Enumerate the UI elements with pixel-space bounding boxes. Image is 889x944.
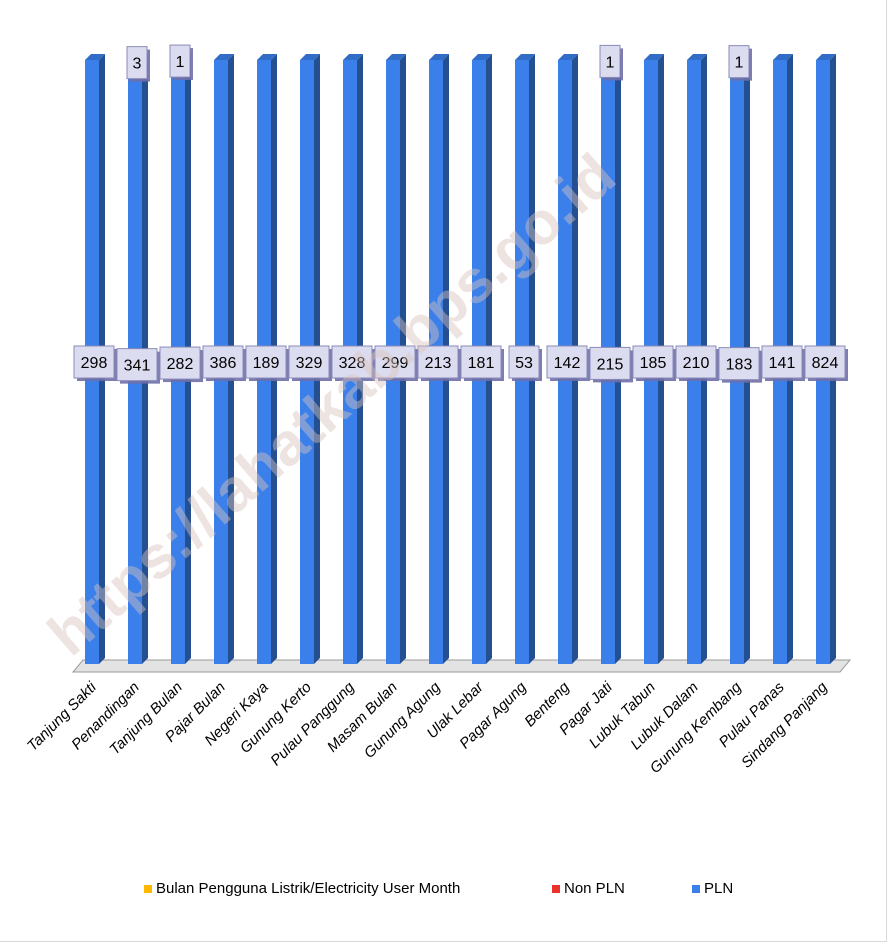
- data-label-box-6-0: [331, 345, 373, 379]
- legend-item-pln: PLN: [692, 880, 733, 897]
- data-label-box-1-1: [126, 46, 148, 80]
- data-label-box-15-0: [718, 347, 760, 381]
- data-label-text-14-0: 210: [683, 355, 710, 372]
- bar-top-6: [343, 54, 363, 60]
- data-label-box-3-0: [202, 345, 244, 379]
- data-label-4-0: 189: [245, 345, 289, 381]
- data-label-box-1-0: [116, 348, 158, 382]
- data-label-13-0: 185: [632, 345, 676, 381]
- data-label-17-0: 824: [804, 345, 848, 381]
- data-label-box-0-0: [73, 345, 115, 379]
- data-label-2-0: 282: [159, 346, 203, 383]
- data-label-text-2-1: 1: [176, 54, 185, 71]
- data-label-11-0: 142: [546, 345, 590, 381]
- bar-top-10: [515, 54, 535, 60]
- data-label-text-15-1: 1: [735, 55, 744, 72]
- bar-top-3: [214, 54, 234, 60]
- data-label-text-4-0: 189: [253, 355, 280, 372]
- data-label-15-0: 183: [718, 347, 762, 383]
- data-label-text-1-1: 3: [133, 56, 142, 73]
- data-label-box-13-0: [632, 345, 674, 379]
- data-label-text-17-0: 824: [812, 355, 839, 372]
- bar-top-8: [429, 54, 449, 60]
- data-label-box-15-1: [728, 45, 750, 79]
- data-label-text-16-0: 141: [769, 355, 796, 372]
- data-label-16-0: 141: [761, 345, 805, 381]
- data-label-text-13-0: 185: [640, 355, 667, 372]
- data-label-box-8-0: [417, 345, 459, 379]
- data-label-8-0: 213: [417, 345, 461, 381]
- data-label-box-4-0: [245, 345, 287, 379]
- legend-swatch-bulan: [144, 884, 152, 893]
- data-label-10-0: 53: [508, 345, 542, 381]
- data-label-box-12-0: [589, 346, 631, 380]
- data-label-9-0: 181: [460, 345, 504, 381]
- data-label-text-7-0: 299: [382, 355, 409, 372]
- bar-top-11: [558, 54, 578, 60]
- legend-label-bulan: Bulan Pengguna Listrik/Electricity User …: [156, 880, 461, 897]
- bar-top-13: [644, 54, 664, 60]
- legend: Bulan Pengguna Listrik/Electricity User …: [0, 880, 889, 904]
- legend-item-non-pln: Non PLN: [552, 880, 625, 897]
- bar-top-0: [85, 54, 105, 60]
- category-label-8: Gunung Agung: [361, 678, 444, 761]
- bar-top-4: [257, 54, 277, 60]
- data-label-7-0: 299: [374, 345, 418, 381]
- data-label-text-11-0: 142: [554, 355, 581, 372]
- data-label-text-15-0: 183: [726, 357, 753, 374]
- data-label-box-5-0: [288, 345, 330, 379]
- bar-top-7: [386, 54, 406, 60]
- legend-label-pln: PLN: [704, 880, 734, 897]
- data-label-text-5-0: 329: [296, 355, 323, 372]
- data-label-0-0: 298: [73, 345, 117, 381]
- data-label-box-11-0: [546, 345, 588, 379]
- data-label-text-0-0: 298: [81, 355, 108, 372]
- data-label-2-1: 1: [169, 44, 193, 81]
- data-label-12-1: 1: [599, 44, 623, 81]
- data-label-text-12-0: 215: [597, 356, 624, 373]
- data-label-text-3-0: 386: [210, 355, 237, 372]
- data-label-box-17-0: [804, 345, 846, 379]
- data-label-box-9-0: [460, 345, 502, 379]
- legend-swatch-non-pln: [552, 884, 560, 893]
- data-label-box-2-1: [169, 44, 191, 78]
- data-label-box-7-0: [374, 345, 416, 379]
- data-label-text-10-0: 53: [515, 355, 533, 372]
- data-label-box-12-1: [599, 44, 621, 78]
- data-label-5-0: 329: [288, 345, 332, 381]
- bar-top-14: [687, 54, 707, 60]
- data-label-3-0: 386: [202, 345, 246, 381]
- data-label-12-0: 215: [589, 346, 633, 383]
- legend-item-bulan: Bulan Pengguna Listrik/Electricity User …: [144, 880, 460, 897]
- data-label-6-0: 328: [331, 345, 375, 381]
- bar-top-17: [816, 54, 836, 60]
- data-label-box-10-0: [508, 345, 540, 379]
- data-label-text-6-0: 328: [339, 355, 366, 372]
- legend-label-non-pln: Non PLN: [564, 880, 625, 897]
- legend-swatch-pln: [692, 884, 700, 893]
- data-label-text-9-0: 181: [468, 355, 495, 372]
- bar-top-5: [300, 54, 320, 60]
- data-label-14-0: 210: [675, 345, 719, 381]
- data-label-1-0: 341: [116, 348, 160, 384]
- data-label-text-12-1: 1: [606, 54, 615, 71]
- data-label-text-2-0: 282: [167, 356, 194, 373]
- data-label-15-1: 1: [728, 45, 752, 81]
- data-label-box-14-0: [675, 345, 717, 379]
- data-label-text-1-0: 341: [124, 358, 151, 375]
- data-label-box-16-0: [761, 345, 803, 379]
- bar-top-16: [773, 54, 793, 60]
- data-label-text-8-0: 213: [425, 355, 452, 372]
- data-label-box-2-0: [159, 346, 201, 380]
- bar-top-9: [472, 54, 492, 60]
- data-label-1-1: 3: [126, 46, 150, 82]
